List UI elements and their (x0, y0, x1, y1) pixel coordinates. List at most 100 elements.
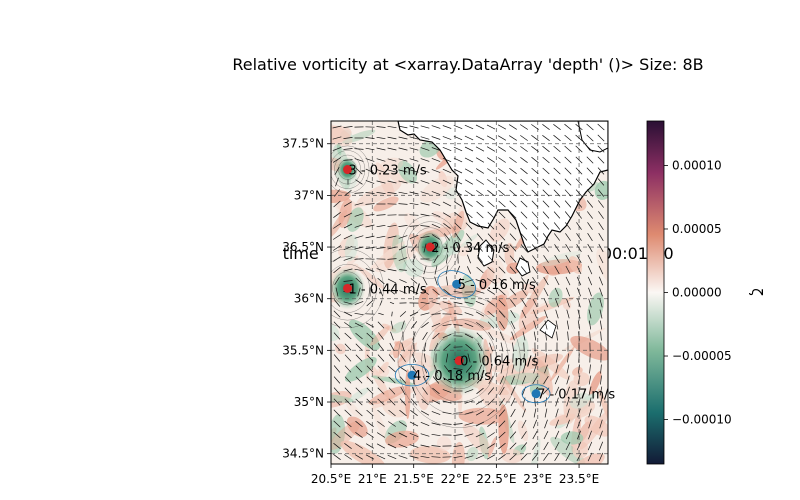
velocity-arrow (588, 386, 592, 396)
velocity-arrow (499, 331, 505, 341)
eddy-contour (334, 154, 361, 185)
velocity-arrow (431, 456, 441, 458)
vorticity-blob (573, 372, 590, 387)
velocity-arrow (487, 157, 495, 163)
velocity-arrow (335, 287, 339, 297)
velocity-arrow (520, 178, 528, 186)
velocity-arrow (333, 420, 341, 428)
x-tick-label: 22.5°E (476, 472, 516, 486)
vorticity-blob (460, 233, 479, 248)
eddy-label: 5 - 0.16 m/s (458, 278, 536, 293)
velocity-arrow (566, 320, 570, 330)
velocity-arrow (422, 364, 428, 374)
velocity-arrow (453, 423, 463, 425)
velocity-arrow (355, 277, 363, 285)
velocity-arrow (479, 353, 481, 363)
velocity-arrow (599, 408, 603, 418)
vorticity-blob (345, 356, 377, 382)
velocity-arrow (542, 211, 550, 219)
velocity-arrow (533, 331, 537, 341)
velocity-arrow (365, 235, 375, 239)
velocity-arrow (464, 411, 474, 415)
velocity-arrow (422, 387, 428, 395)
eddy-label: 1 - 0.44 m/s (349, 282, 427, 297)
velocity-arrow (376, 214, 386, 216)
velocity-arrow (387, 443, 397, 449)
velocity-arrow (553, 200, 561, 208)
velocity-arrow (520, 222, 528, 230)
velocity-arrow (498, 222, 506, 230)
velocity-arrow (532, 277, 538, 285)
vorticity-blob (346, 255, 359, 266)
velocity-arrow (343, 268, 353, 272)
velocity-arrow (542, 178, 550, 186)
velocity-arrow (521, 288, 527, 296)
velocity-arrow (333, 332, 341, 340)
eddy-label: 3 - 0.23 m/s (349, 164, 427, 179)
velocity-arrow (387, 169, 397, 173)
velocity-arrow (376, 136, 386, 140)
velocity-arrow (387, 158, 397, 162)
velocity-arrow (332, 125, 342, 129)
velocity-arrow (420, 136, 430, 140)
velocity-arrow (421, 398, 429, 406)
velocity-arrow (587, 276, 593, 286)
velocity-arrow (499, 386, 505, 396)
velocity-arrow (400, 354, 406, 362)
velocity-arrow (544, 364, 548, 374)
velocity-arrow (599, 419, 603, 429)
eddy-label: 7 - 0.17 m/s (537, 388, 615, 403)
velocity-arrow (377, 432, 385, 438)
velocity-arrow (544, 408, 548, 418)
velocity-arrow (499, 321, 505, 329)
velocity-arrow (497, 135, 507, 141)
velocity-arrow (454, 222, 462, 230)
vorticity-blob (357, 266, 385, 289)
velocity-arrow (412, 331, 416, 341)
velocity-arrow (499, 398, 505, 406)
velocity-arrow (354, 301, 364, 305)
velocity-arrow (510, 310, 516, 318)
velocity-arrow (467, 353, 471, 363)
vorticity-blob (489, 218, 510, 243)
velocity-arrow (398, 169, 408, 173)
vorticity-blob (375, 247, 417, 273)
velocity-arrow (387, 147, 397, 151)
velocity-arrow (432, 376, 440, 384)
velocity-arrow (531, 167, 539, 175)
velocity-arrow (554, 244, 560, 252)
velocity-arrow (597, 156, 605, 164)
velocity-arrow (509, 222, 517, 230)
velocity-arrow (509, 233, 517, 241)
velocity-arrow (475, 410, 485, 416)
velocity-arrow (398, 257, 408, 261)
velocity-arrow (376, 224, 386, 228)
velocity-arrow (532, 375, 538, 385)
velocity-arrow (487, 409, 495, 417)
y-tick-label: 35.5°N (282, 343, 324, 357)
velocity-arrow (564, 156, 572, 164)
velocity-arrow (521, 277, 527, 285)
velocity-arrow (366, 299, 374, 307)
velocity-arrow (520, 167, 528, 175)
velocity-arrow (388, 409, 396, 417)
velocity-arrow (520, 442, 528, 450)
velocity-arrow (344, 343, 352, 351)
velocity-arrow (355, 387, 363, 395)
y-tick-label: 37.5°N (282, 137, 324, 151)
velocity-arrow (520, 200, 528, 208)
velocity-arrow (597, 145, 605, 153)
y-tick-label: 36.5°N (282, 240, 324, 254)
velocity-arrow (498, 189, 506, 197)
velocity-arrow (564, 145, 572, 153)
velocity-arrow (398, 455, 408, 459)
velocity-arrow (553, 124, 561, 130)
velocity-arrow (600, 375, 602, 385)
velocity-arrow (509, 442, 517, 450)
velocity-arrow (544, 419, 548, 429)
eddy-contour (421, 319, 497, 403)
velocity-arrow (366, 421, 374, 427)
velocity-arrow (475, 290, 485, 294)
velocity-arrow (599, 309, 603, 319)
velocity-arrow (432, 288, 440, 296)
